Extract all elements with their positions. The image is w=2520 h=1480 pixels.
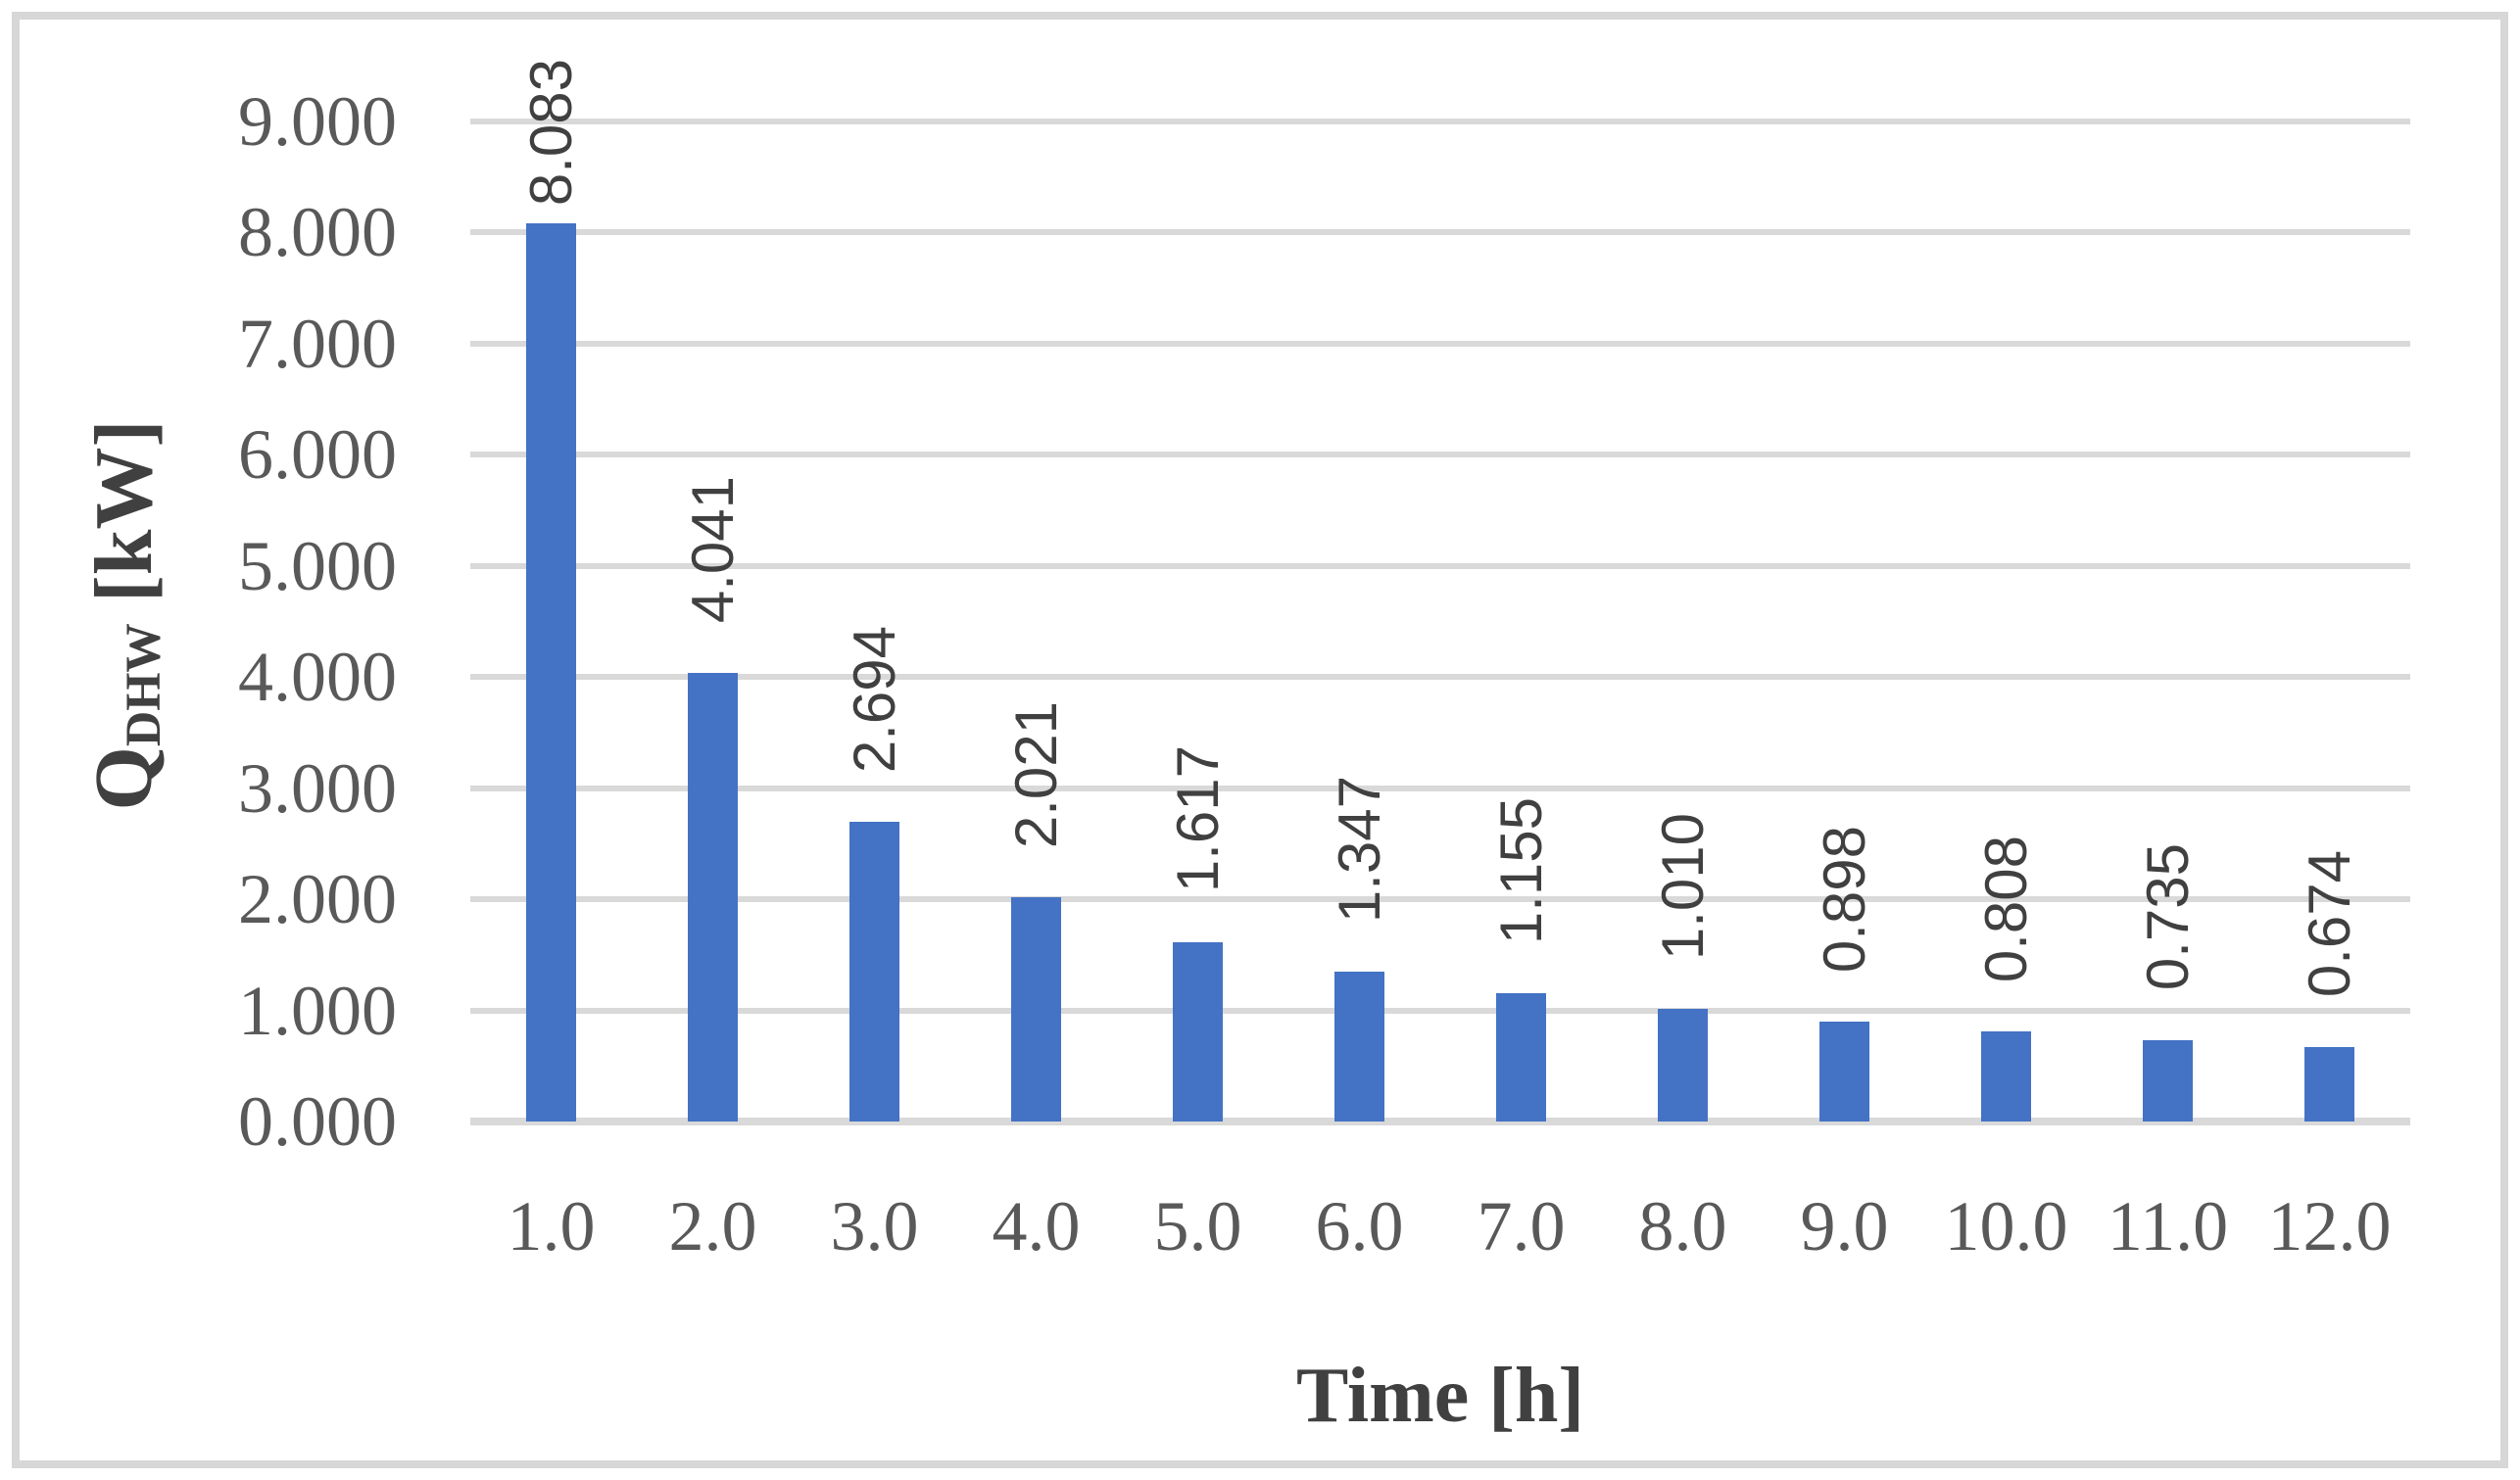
y-tick-label: 8.000 (238, 193, 397, 272)
x-tick-label: 6.0 (1315, 1187, 1404, 1265)
gridline (470, 896, 2410, 903)
chart-frame (12, 12, 2508, 1468)
bar-slot: 0.808 (1925, 121, 2087, 1122)
bar (2143, 1039, 2193, 1122)
bar-slot: 0.898 (1764, 121, 1925, 1122)
bar (526, 223, 576, 1122)
bar-data-label: 2.694 (841, 626, 907, 774)
bar-data-label: 4.041 (679, 476, 746, 624)
y-tick-label: 7.000 (238, 304, 397, 383)
bar (1658, 1009, 1708, 1122)
gridlines (470, 119, 2410, 1125)
x-axis-title: Time [h] (1295, 1353, 1585, 1439)
gridline (470, 119, 2410, 124)
x-tick-label: 3.0 (830, 1187, 919, 1265)
bar (1173, 941, 1223, 1122)
bar-slot: 2.021 (955, 121, 1117, 1122)
x-axis-line (470, 1118, 2410, 1125)
gridline (470, 452, 2410, 458)
y-tick-label: 4.000 (238, 638, 397, 717)
gridline (470, 562, 2410, 569)
gridline (470, 340, 2410, 347)
bar (2304, 1046, 2354, 1122)
bar-slot: 0.735 (2087, 121, 2249, 1122)
y-tick-label: 1.000 (238, 971, 397, 1050)
gridline (470, 785, 2410, 791)
bar-data-label: 8.083 (517, 58, 584, 207)
bar-slot: 1.347 (1279, 121, 1440, 1122)
bar-series: 8.083 4.041 2.694 2.021 1.617 1.347 1.155 1.010… (470, 59, 2410, 1122)
x-tick-label: 10.0 (1944, 1187, 2068, 1265)
x-tick-label: 12.0 (2267, 1187, 2392, 1265)
y-tick-label: 6.000 (238, 415, 397, 495)
bar-data-label: 0.808 (1972, 835, 2039, 983)
bar-slot: 2.694 (794, 121, 955, 1122)
bar-slot: 0.674 (2249, 121, 2410, 1122)
gridline (470, 674, 2410, 681)
x-axis-tick-labels: 1.0 2.0 3.0 4.0 5.0 6.0 7.0 8.0 9.0 10.0 11.0 12.0 (470, 1191, 2410, 1262)
bar (1981, 1031, 2031, 1122)
bar-slot: 8.083 (470, 59, 632, 1122)
bar (1819, 1022, 1869, 1122)
x-tick-label: 8.0 (1638, 1187, 1727, 1265)
bar-data-label: 0.674 (2296, 850, 2362, 998)
bar-slot: 4.041 (632, 121, 794, 1122)
x-tick-label: 4.0 (992, 1187, 1081, 1265)
bar-data-label: 1.347 (1326, 776, 1392, 924)
bar (1496, 992, 1546, 1122)
plot-area: 8.083 4.041 2.694 2.021 1.617 1.347 1.155 1.010… (470, 59, 2410, 1125)
y-tick-label: 5.000 (238, 526, 397, 605)
bar-data-label: 1.155 (1487, 796, 1554, 944)
bar-slot: 1.617 (1117, 121, 1279, 1122)
bar (849, 822, 899, 1122)
x-tick-label: 9.0 (1800, 1187, 1889, 1265)
bar-data-label: 1.010 (1649, 813, 1716, 961)
x-tick-label: 11.0 (2107, 1187, 2229, 1265)
bar (1011, 896, 1061, 1122)
bar (688, 672, 738, 1122)
bar-data-label: 1.617 (1164, 745, 1231, 893)
x-tick-label: 7.0 (1477, 1187, 1566, 1265)
bar-data-label: 0.898 (1811, 825, 1877, 974)
x-tick-label: 2.0 (668, 1187, 757, 1265)
y-tick-label: 9.000 (238, 82, 397, 161)
y-tick-label: 0.000 (238, 1082, 397, 1161)
x-tick-label: 1.0 (507, 1187, 596, 1265)
y-tick-label: 3.000 (238, 748, 397, 828)
bar-data-label: 2.021 (1002, 700, 1069, 848)
gridline (470, 1007, 2410, 1014)
y-tick-label: 2.000 (238, 860, 397, 939)
y-axis-tick-labels: 9.000 8.000 7.000 6.000 5.000 4.000 3.000 2.000… (147, 86, 397, 1157)
x-tick-label: 5.0 (1153, 1187, 1242, 1265)
bar-data-label: 0.735 (2134, 843, 2201, 991)
bar-slot: 1.010 (1602, 121, 1764, 1122)
bar-slot: 1.155 (1440, 121, 1602, 1122)
bar (1334, 972, 1384, 1122)
gridline (470, 229, 2410, 236)
